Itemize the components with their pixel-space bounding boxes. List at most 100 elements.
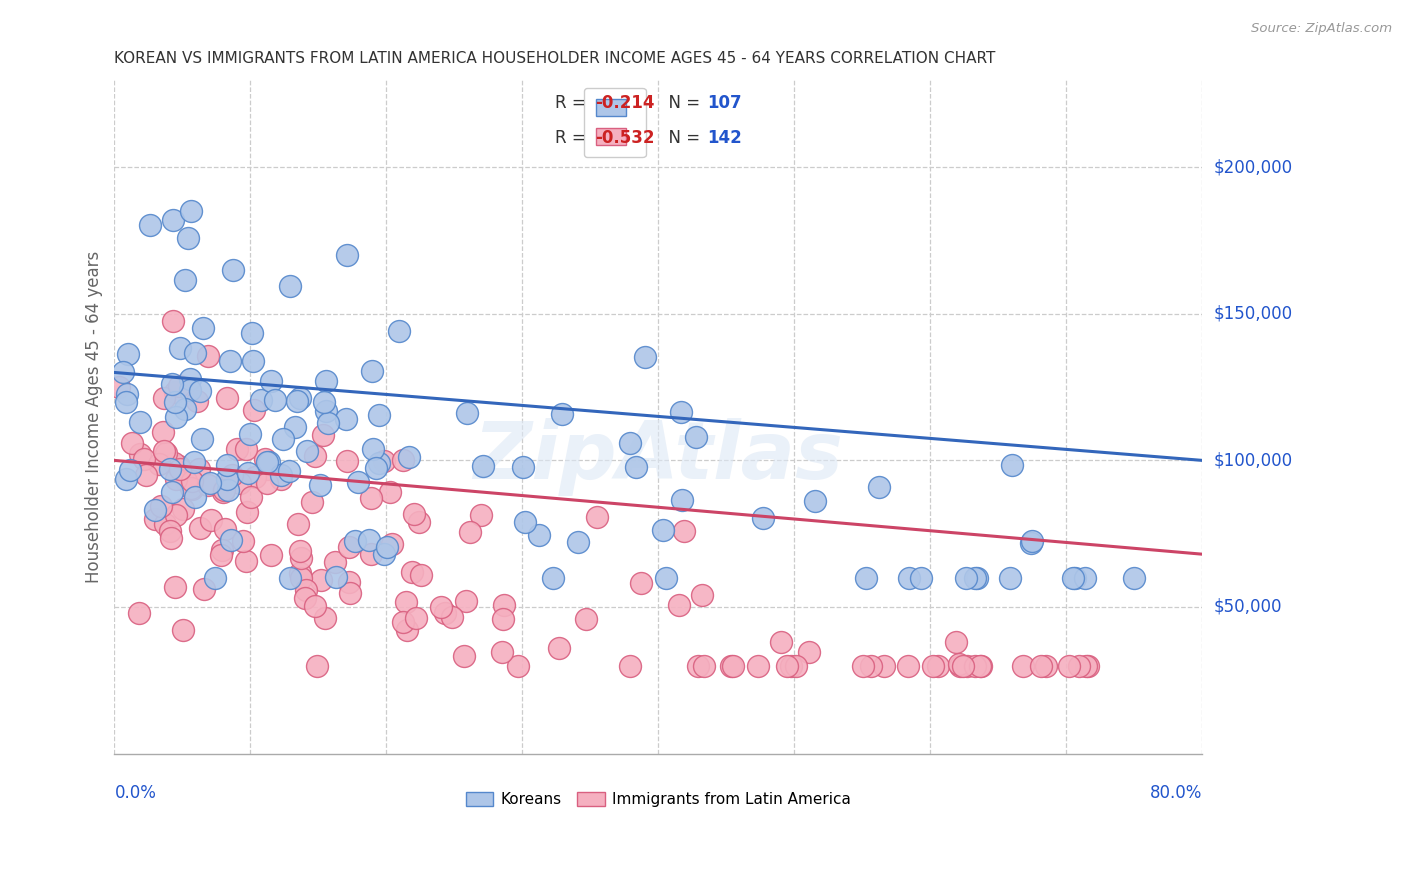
Point [380,537,402,551]
Point [347,475,370,490]
Point [1062,571,1084,585]
Point [336,454,359,468]
Point [183,455,205,469]
Point [184,490,207,504]
Point [723,658,745,673]
Point [373,547,395,561]
Point [225,442,247,457]
Point [193,582,215,597]
Point [360,491,382,506]
Point [949,658,972,673]
Point [776,658,799,673]
Point [236,505,259,519]
Point [294,591,316,606]
Point [174,401,197,416]
Point [211,543,233,558]
Point [512,459,534,474]
Point [284,419,307,434]
Point [312,427,335,442]
Point [966,571,988,585]
Point [945,635,967,649]
Point [868,480,890,494]
Point [624,460,647,475]
Point [172,502,194,516]
Point [325,570,347,584]
Point [219,533,242,547]
Point [215,472,238,486]
Point [797,645,820,659]
Point [548,641,571,656]
Point [169,461,191,475]
Point [335,412,357,426]
Point [214,522,236,536]
Point [541,571,564,585]
Point [165,409,187,424]
Point [859,658,882,673]
Point [692,588,714,602]
Point [396,623,419,637]
Point [671,493,693,508]
Point [108,380,131,394]
Point [955,571,977,585]
Point [630,576,652,591]
Point [169,379,191,393]
Point [668,599,690,613]
Point [492,612,515,626]
Point [240,326,263,341]
Point [163,580,186,594]
Point [235,554,257,568]
Point [180,474,202,488]
Point [314,610,336,624]
Point [1076,658,1098,673]
Point [197,478,219,492]
Text: 142: 142 [707,129,742,147]
Point [1057,658,1080,673]
Point [323,555,346,569]
Point [297,443,319,458]
Point [1001,458,1024,473]
Point [278,464,301,478]
Point [221,468,243,483]
Point [121,435,143,450]
Point [897,658,920,673]
Point [221,263,243,277]
Point [159,524,181,539]
Point [304,599,326,613]
Point [357,533,380,548]
Point [339,574,361,589]
Point [153,517,176,532]
Point [454,593,477,607]
Point [336,248,359,262]
Point [212,484,235,499]
Point [956,658,979,673]
Point [969,658,991,673]
Point [150,499,173,513]
Point [360,548,382,562]
Point [115,472,138,486]
Point [586,509,609,524]
Point [270,472,292,486]
Point [290,544,312,558]
Point [314,394,336,409]
Point [1035,658,1057,673]
Point [747,658,769,673]
Point [285,394,308,409]
Point [200,475,222,490]
Text: 107: 107 [707,94,742,112]
Point [378,485,401,500]
Point [177,230,200,244]
Point [245,470,267,484]
Point [153,391,176,405]
Point [693,658,716,673]
Point [652,523,675,537]
Point [634,351,657,365]
Point [456,405,478,419]
Point [264,392,287,407]
Text: $100,000: $100,000 [1213,451,1292,469]
Point [368,408,391,422]
Point [1029,658,1052,673]
Point [301,494,323,508]
Point [366,460,388,475]
Point [236,466,259,480]
Point [278,571,301,585]
